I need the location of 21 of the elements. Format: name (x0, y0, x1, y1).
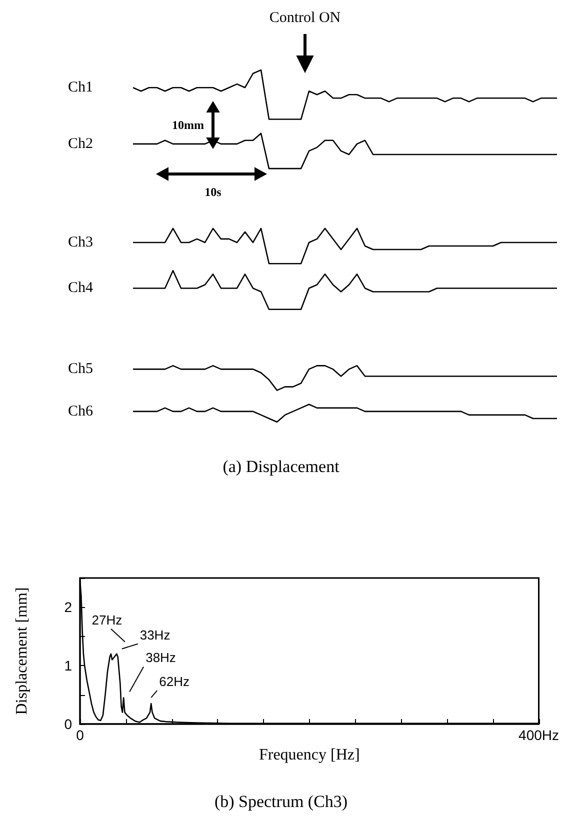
annotation: 62Hz (159, 674, 190, 690)
annotation: 33Hz (140, 627, 170, 642)
y-axis-title: Displacement [mm] (14, 587, 30, 715)
text: Ch3 (68, 234, 93, 250)
text: Ch1 (68, 80, 93, 96)
y-tick-label: 1 (64, 658, 72, 674)
y-tick-label: 2 (64, 599, 72, 616)
text: Ch4 (68, 280, 94, 296)
y-tick-label: 0 (64, 716, 72, 732)
text: Ch5 (68, 361, 93, 378)
x-axis-title: Frequency [Hz] (258, 746, 360, 764)
text: (b) Spectrum (Ch3) (214, 792, 348, 811)
annotation: 38Hz (146, 650, 176, 666)
annotation: 10s (204, 185, 222, 199)
annotation: 10mm (172, 118, 204, 132)
annotation: 27Hz (92, 612, 122, 628)
x-tick-label: 400Hz (518, 727, 559, 743)
text: Ch2 (68, 136, 93, 152)
text: Control ON (269, 10, 341, 26)
text: (a) Displacement (222, 457, 340, 476)
text: Ch6 (68, 403, 94, 420)
